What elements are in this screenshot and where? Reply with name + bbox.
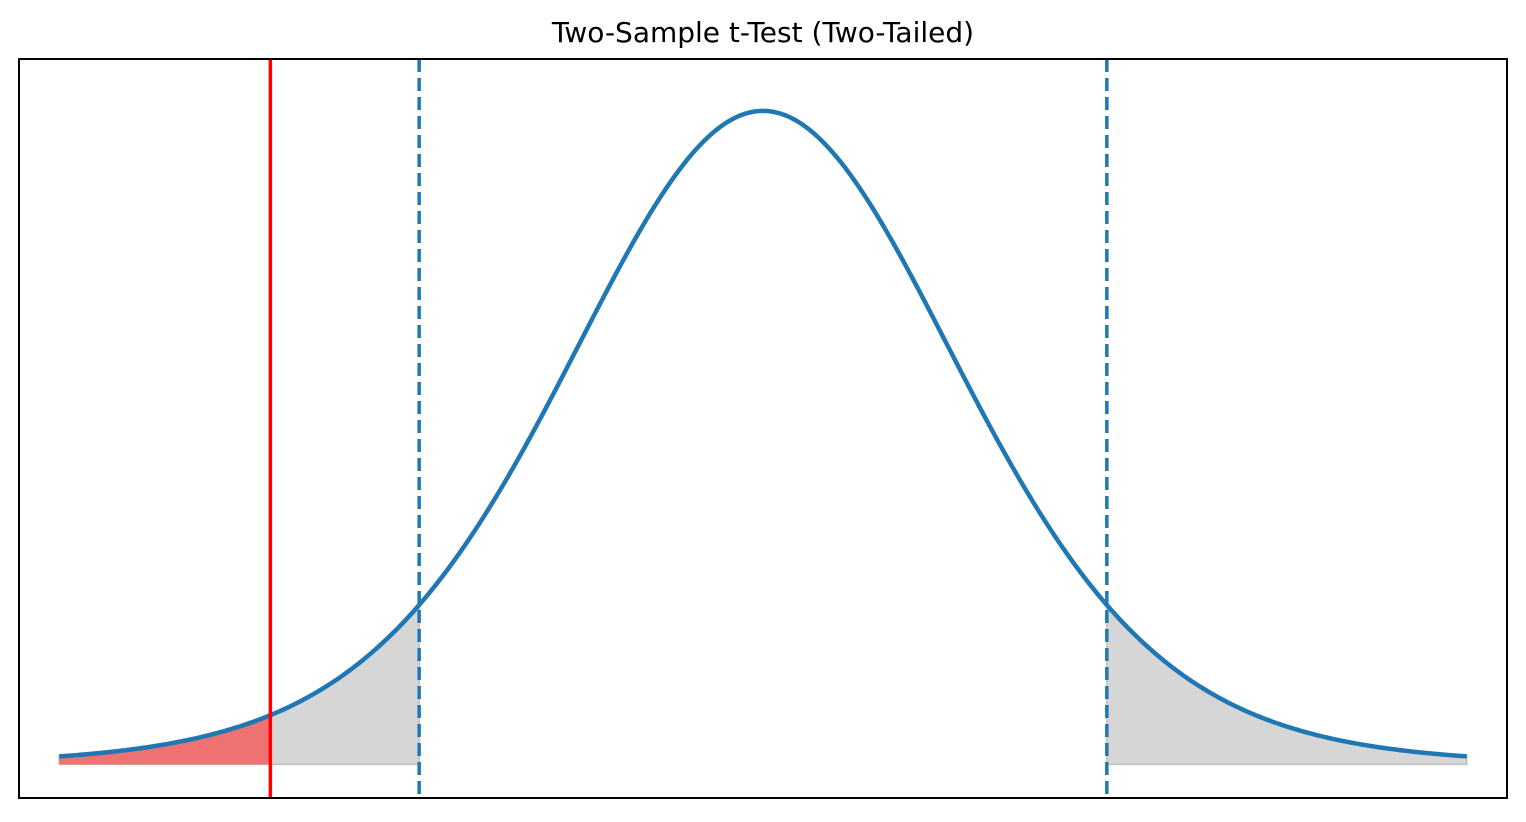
density-curve [59, 108, 1467, 759]
axes-frame [18, 58, 1508, 799]
chart-title: Two-Sample t-Test (Two-Tailed) [551, 16, 974, 49]
plot-area [58, 59, 1468, 798]
p-value-region [59, 715, 271, 765]
rejection-region-right [1106, 602, 1468, 766]
